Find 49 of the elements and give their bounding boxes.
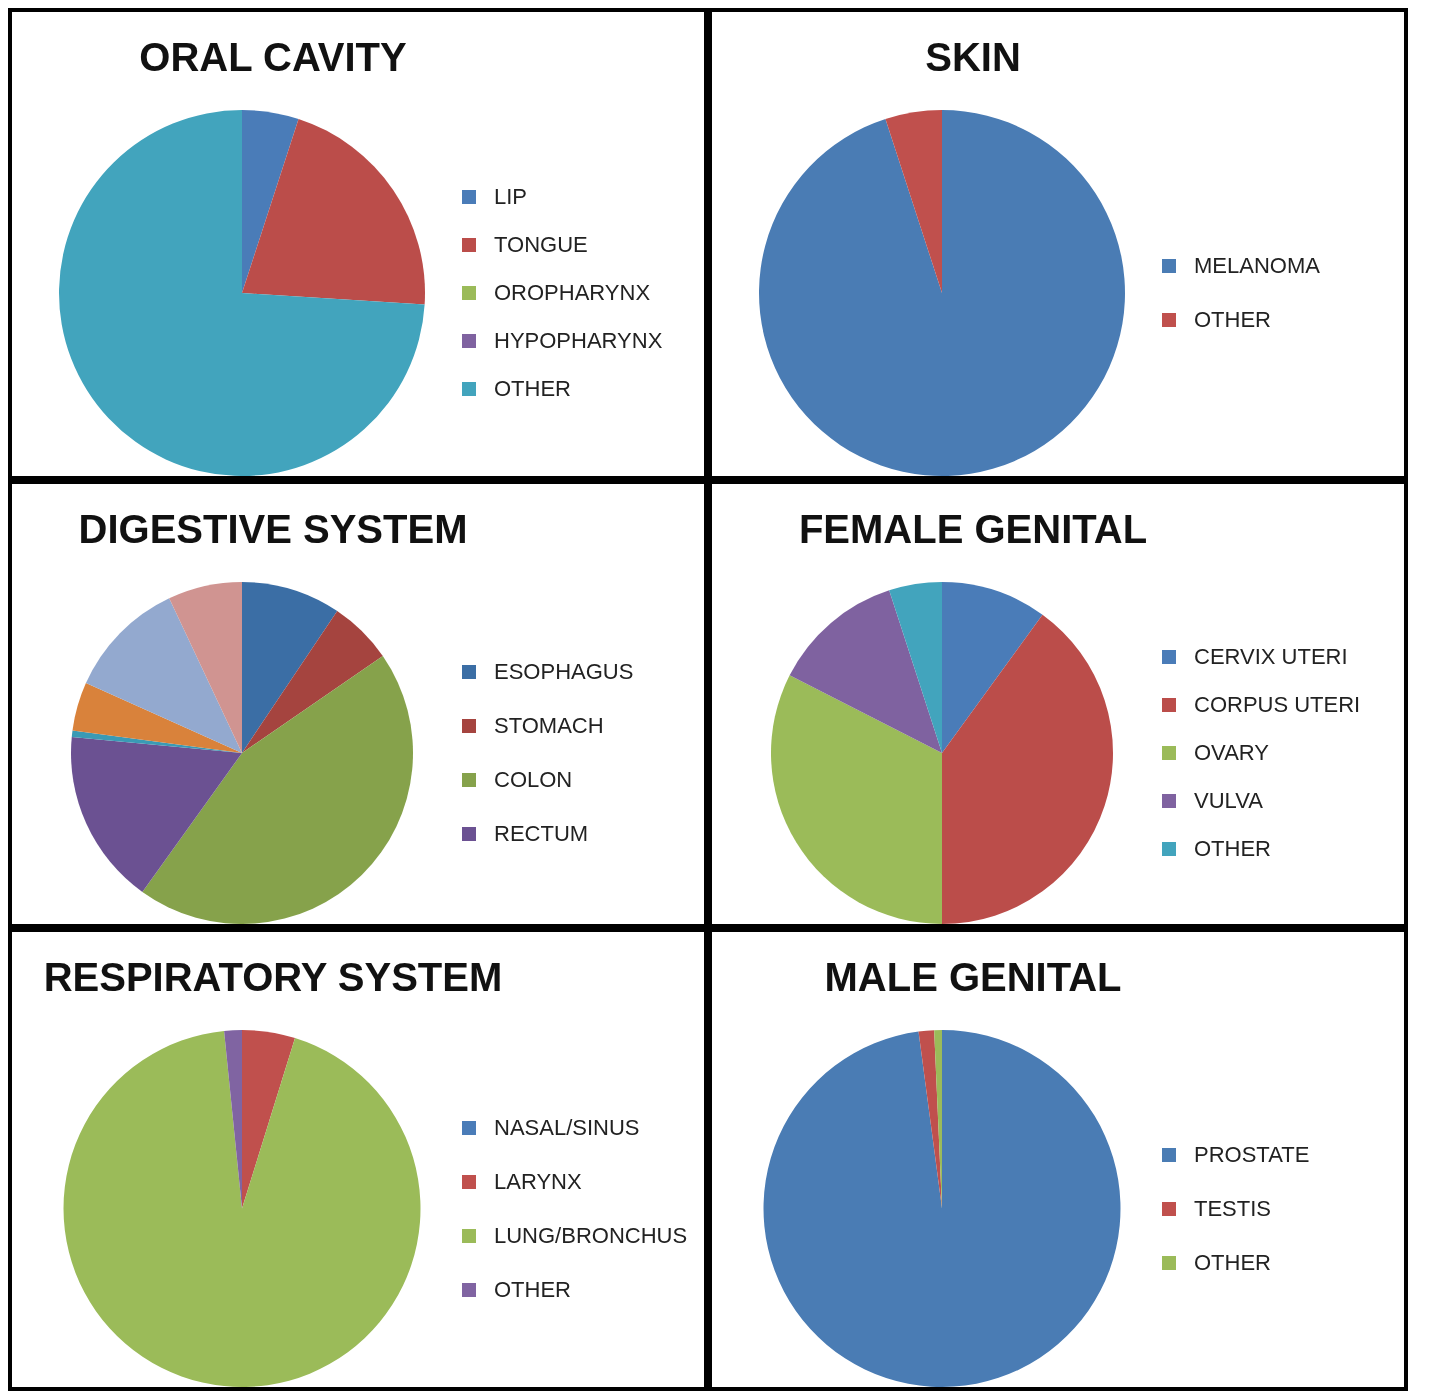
legend-label: OTHER xyxy=(1194,307,1271,333)
pie-slice xyxy=(142,656,413,924)
legend-label: OTHER xyxy=(494,1276,571,1303)
chart-title: MALE GENITAL xyxy=(823,953,1123,1001)
pie-slice xyxy=(889,582,942,753)
legend-label: LIP xyxy=(494,184,528,210)
legend-label: RECTUM xyxy=(494,821,589,847)
legend-label: COLON xyxy=(494,767,573,793)
pie-slice xyxy=(789,590,942,753)
pie-slice xyxy=(942,582,1043,753)
pie-slice xyxy=(85,598,242,753)
pie-slice xyxy=(759,110,1125,476)
legend-label: LUNG/BRONCHUS xyxy=(494,1222,688,1249)
legend-label: OTHER xyxy=(1194,836,1271,862)
legend-label: ESOPHAGUS xyxy=(494,659,634,685)
pie-slice xyxy=(72,683,242,753)
legend-label: PROSTATE xyxy=(1194,1141,1310,1168)
pie-slice xyxy=(242,118,425,305)
legend-label: VULVA xyxy=(1194,788,1263,814)
pie-slice xyxy=(169,582,242,753)
legend-label: TONGUE xyxy=(494,232,588,258)
legend-label: OTHER xyxy=(494,376,571,402)
pie-slice xyxy=(885,110,942,293)
pie-slice xyxy=(763,1030,1121,1387)
pie-slice xyxy=(242,582,338,753)
chart-title: FEMALE GENITAL xyxy=(797,505,1149,553)
legend-label: CERVIX UTERI xyxy=(1194,644,1348,670)
pie-slice xyxy=(942,614,1113,924)
chart-title: SKIN xyxy=(924,33,1022,81)
legend-label: NASAL/SINUS xyxy=(494,1114,640,1141)
legend-label: OTHER xyxy=(1194,1249,1271,1276)
legend-label: STOMACH xyxy=(494,713,604,739)
legend-label: HYPOPHARYNX xyxy=(494,328,663,354)
legend-label: TESTIS xyxy=(1194,1195,1272,1222)
chart-title: DIGESTIVE SYSTEM xyxy=(77,505,469,553)
chart-title: RESPIRATORY SYSTEM xyxy=(42,953,504,1001)
legend-label: OROPHARYNX xyxy=(494,280,651,306)
pie-slice xyxy=(242,1030,296,1209)
legend-label: OVARY xyxy=(1194,740,1269,766)
pie-slice xyxy=(59,110,425,476)
pie-slice xyxy=(771,675,942,924)
pie-slice xyxy=(71,736,242,892)
legend-label: CORPUS UTERI xyxy=(1194,692,1361,718)
pie-slice xyxy=(242,610,383,753)
chart-title: ORAL CAVITY xyxy=(138,33,408,81)
legend-label: LARYNX xyxy=(494,1168,582,1195)
legend-label: MELANOMA xyxy=(1194,253,1320,279)
pie-slice xyxy=(242,110,299,293)
pie-slice xyxy=(63,1030,421,1387)
